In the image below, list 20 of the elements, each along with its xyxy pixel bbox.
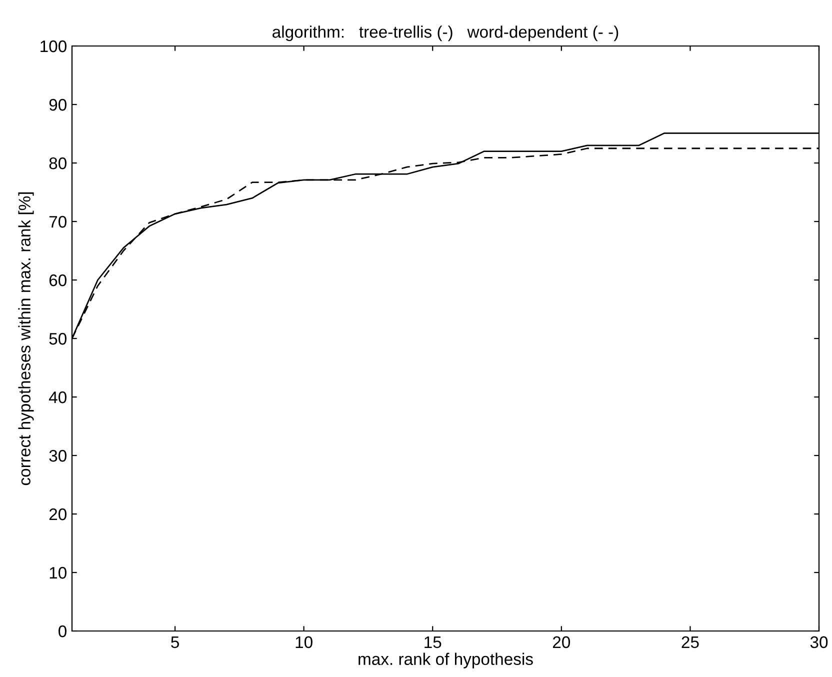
y-tick-label: 50 [49, 332, 66, 345]
y-tick-label: 30 [49, 450, 66, 462]
y-tick-label: 60 [49, 274, 66, 286]
y-axis-title: correct hypotheses within max. rank [%] [18, 192, 34, 486]
x-tick-label: 15 [424, 636, 442, 648]
x-tick-label: 30 [810, 636, 828, 648]
x-axis-title: max. rank of hypothesis [358, 652, 533, 668]
y-tick-label: 100 [40, 40, 66, 52]
y-tick-label: 10 [50, 566, 66, 579]
x-tick-label: 25 [682, 636, 699, 648]
y-tick-label: 20 [49, 508, 66, 520]
chart-title: algorithm: tree-trellis (-) word-dependent (- -) [272, 26, 618, 42]
y-tick-label: 0 [58, 625, 66, 638]
y-tick-label: 80 [49, 157, 66, 170]
y-tick-label: 40 [48, 391, 66, 404]
x-tick-label: 10 [296, 636, 312, 648]
x-tick-label: 5 [171, 636, 179, 648]
y-tick-label: 90 [49, 98, 66, 111]
x-tick-label: 20 [552, 636, 570, 648]
y-tick-label: 70 [49, 216, 66, 228]
